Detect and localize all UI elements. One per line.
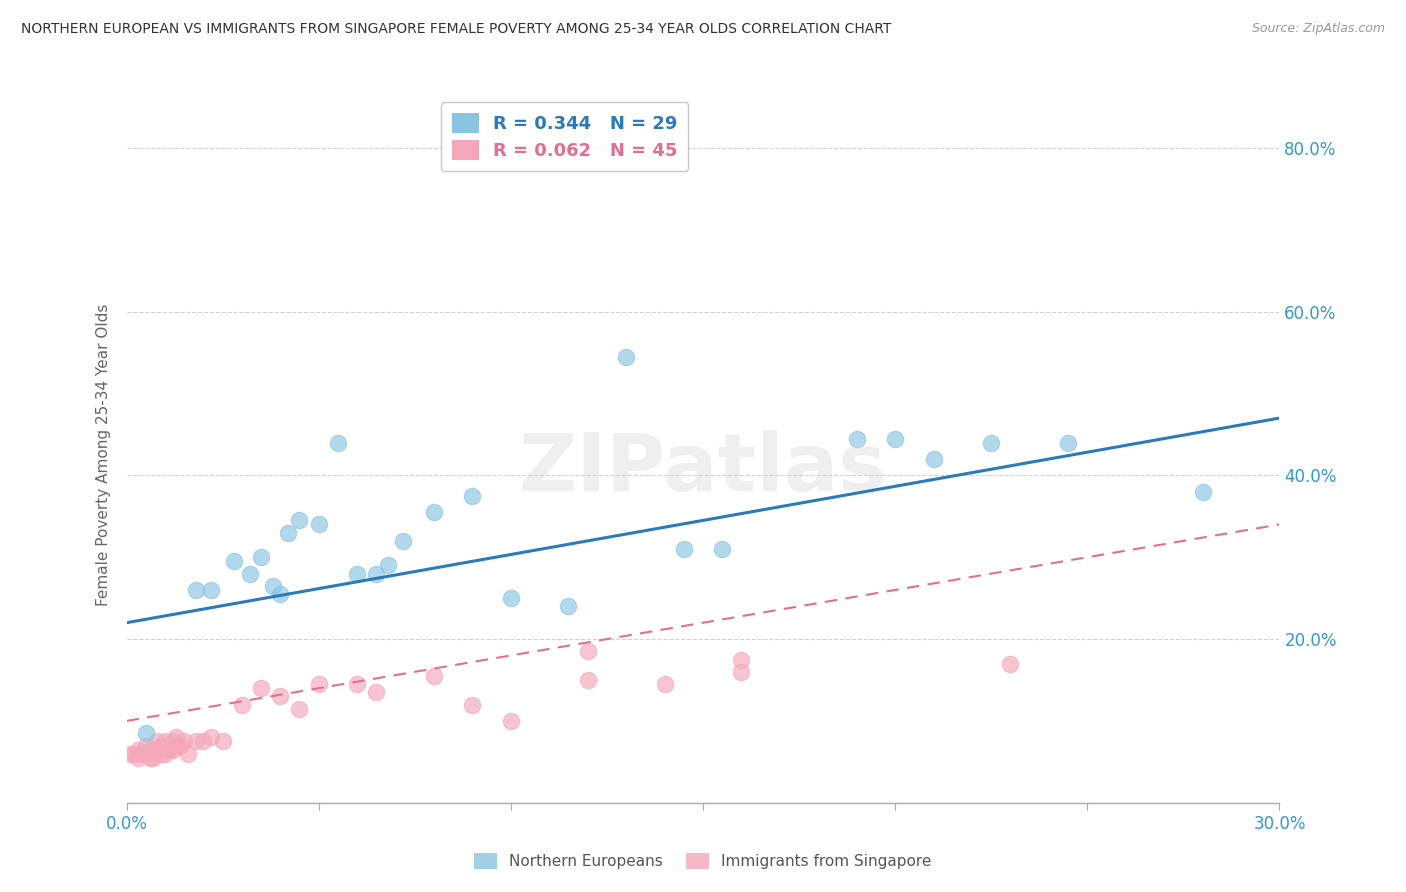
- Point: [288, 701, 311, 715]
- Point: [980, 435, 1002, 450]
- Point: [166, 739, 188, 753]
- Point: [423, 669, 446, 683]
- Point: [576, 673, 599, 687]
- Point: [177, 747, 200, 761]
- Point: [366, 685, 388, 699]
- Point: [193, 734, 215, 748]
- Point: [166, 731, 188, 745]
- Y-axis label: Female Poverty Among 25-34 Year Olds: Female Poverty Among 25-34 Year Olds: [96, 304, 111, 606]
- Point: [127, 742, 149, 756]
- Text: Source: ZipAtlas.com: Source: ZipAtlas.com: [1251, 22, 1385, 36]
- Point: [238, 566, 260, 581]
- Point: [346, 677, 368, 691]
- Point: [423, 505, 446, 519]
- Point: [461, 489, 484, 503]
- Point: [135, 747, 157, 761]
- Point: [138, 751, 160, 765]
- Point: [366, 566, 388, 581]
- Point: [557, 599, 579, 614]
- Point: [173, 734, 195, 748]
- Legend: R = 0.344   N = 29, R = 0.062   N = 45: R = 0.344 N = 29, R = 0.062 N = 45: [441, 103, 689, 171]
- Point: [153, 734, 176, 748]
- Point: [845, 432, 868, 446]
- Point: [499, 591, 522, 606]
- Point: [162, 742, 184, 756]
- Point: [184, 734, 207, 748]
- Point: [120, 747, 142, 761]
- Point: [131, 747, 153, 761]
- Point: [576, 644, 599, 658]
- Point: [269, 690, 291, 704]
- Point: [150, 747, 173, 761]
- Point: [153, 747, 176, 761]
- Point: [461, 698, 484, 712]
- Point: [157, 742, 180, 756]
- Point: [269, 587, 291, 601]
- Point: [672, 542, 695, 557]
- Point: [200, 582, 222, 597]
- Point: [308, 517, 330, 532]
- Point: [250, 550, 273, 565]
- Point: [162, 734, 184, 748]
- Point: [142, 742, 165, 756]
- Point: [1057, 435, 1080, 450]
- Point: [146, 734, 169, 748]
- Point: [250, 681, 273, 696]
- Point: [346, 566, 368, 581]
- Point: [200, 731, 222, 745]
- Point: [1000, 657, 1022, 671]
- Point: [884, 432, 907, 446]
- Point: [150, 739, 173, 753]
- Point: [711, 542, 734, 557]
- Point: [142, 751, 165, 765]
- Point: [122, 747, 145, 761]
- Point: [377, 558, 399, 573]
- Point: [1191, 484, 1213, 499]
- Point: [392, 533, 415, 548]
- Point: [499, 714, 522, 728]
- Point: [277, 525, 299, 540]
- Point: [127, 751, 149, 765]
- Point: [138, 742, 160, 756]
- Point: [614, 350, 637, 364]
- Point: [308, 677, 330, 691]
- Point: [184, 582, 207, 597]
- Point: [146, 742, 169, 756]
- Point: [730, 652, 752, 666]
- Point: [922, 452, 945, 467]
- Point: [135, 739, 157, 753]
- Point: [231, 698, 253, 712]
- Point: [169, 739, 191, 753]
- Point: [730, 665, 752, 679]
- Point: [135, 726, 157, 740]
- Text: NORTHERN EUROPEAN VS IMMIGRANTS FROM SINGAPORE FEMALE POVERTY AMONG 25-34 YEAR O: NORTHERN EUROPEAN VS IMMIGRANTS FROM SIN…: [21, 22, 891, 37]
- Point: [262, 579, 284, 593]
- Point: [654, 677, 676, 691]
- Legend: Northern Europeans, Immigrants from Singapore: Northern Europeans, Immigrants from Sing…: [468, 847, 938, 875]
- Point: [288, 513, 311, 527]
- Point: [224, 554, 246, 568]
- Text: ZIPatlas: ZIPatlas: [519, 430, 887, 508]
- Point: [326, 435, 349, 450]
- Point: [211, 734, 233, 748]
